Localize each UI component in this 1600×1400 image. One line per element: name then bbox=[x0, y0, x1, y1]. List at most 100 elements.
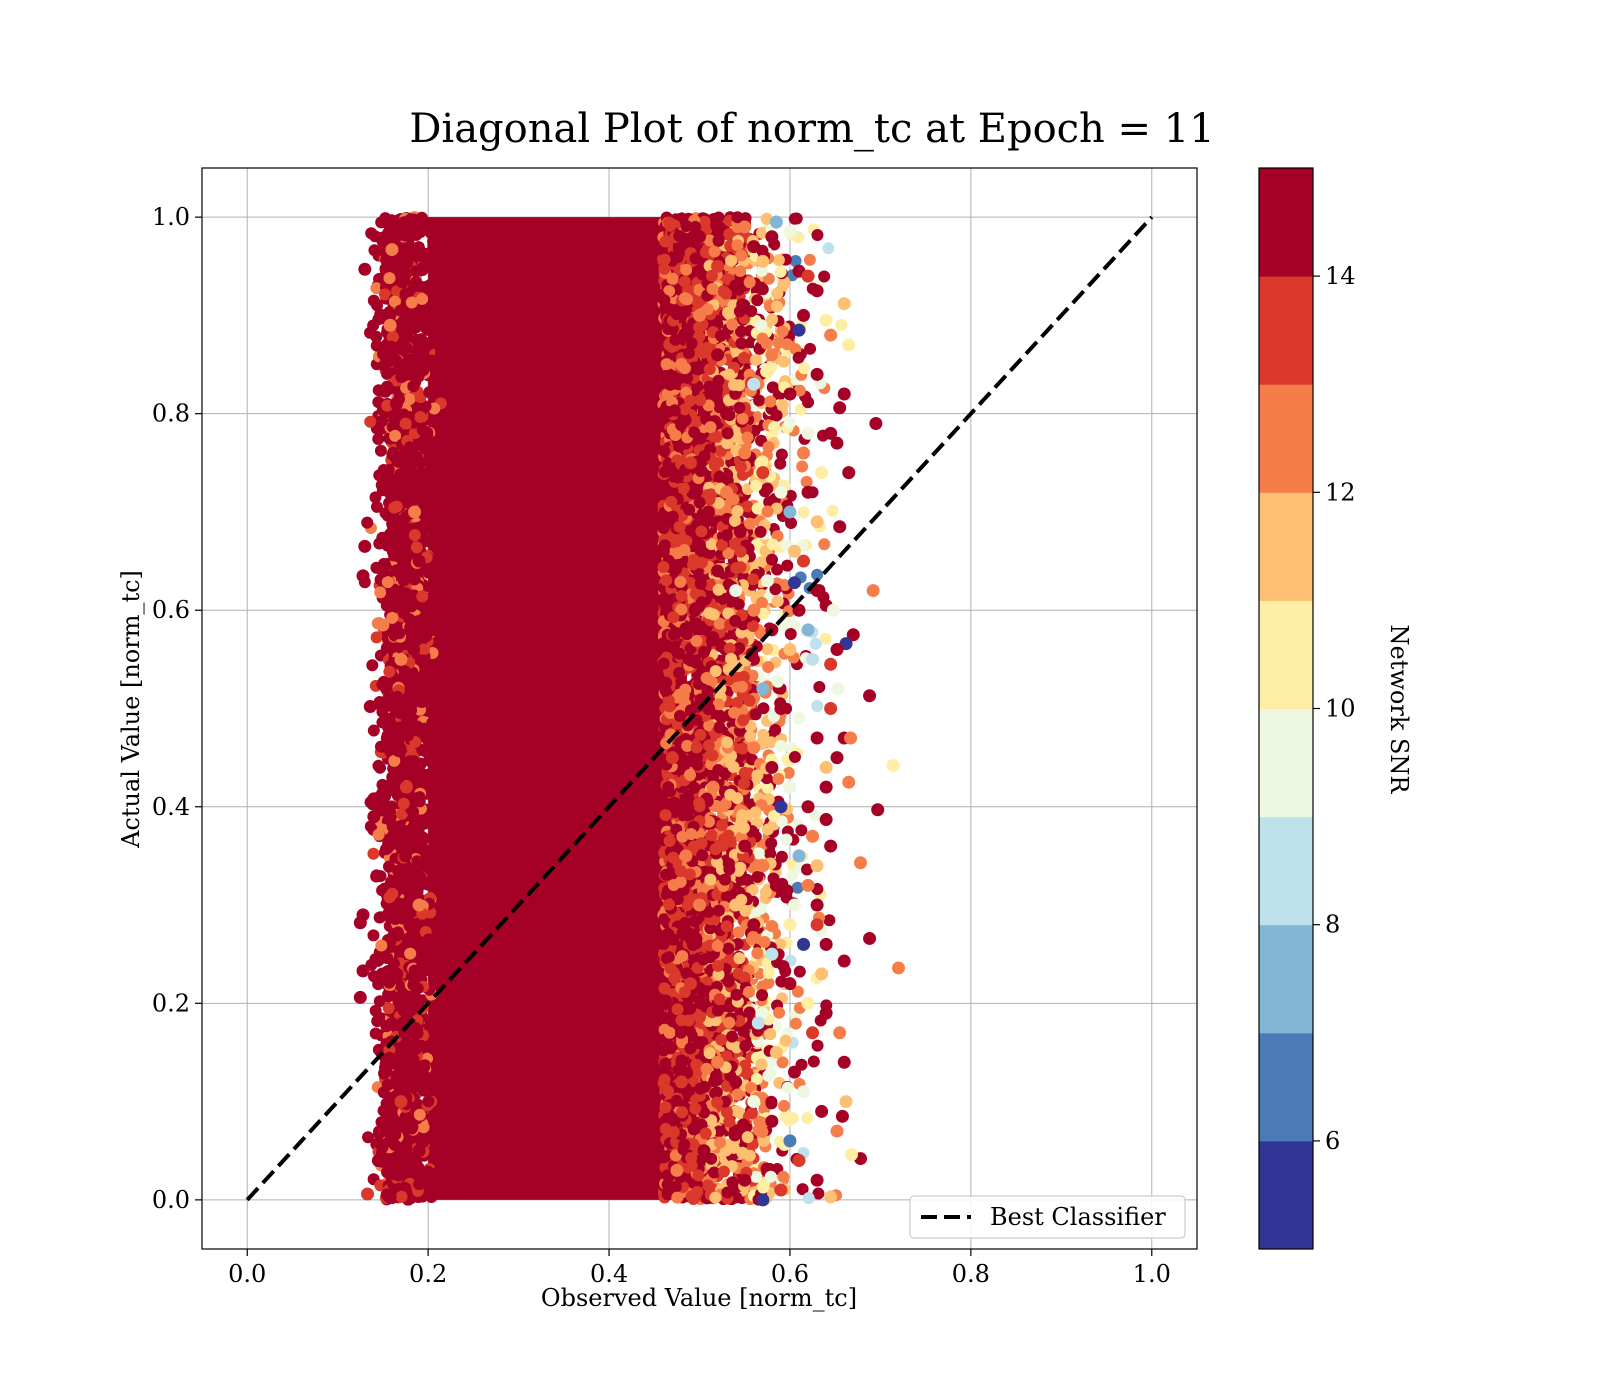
scatter-point bbox=[418, 672, 431, 685]
scatter-point bbox=[367, 847, 380, 860]
scatter-point bbox=[370, 631, 383, 644]
scatter-point bbox=[407, 380, 420, 393]
scatter-point bbox=[416, 590, 429, 603]
scatter-point bbox=[375, 216, 388, 229]
scatter-point bbox=[430, 602, 443, 615]
scatter-point bbox=[425, 1190, 438, 1203]
scatter-point bbox=[416, 687, 429, 700]
scatter-point bbox=[386, 887, 399, 900]
scatter-point bbox=[374, 953, 387, 966]
scatter-point bbox=[376, 565, 389, 578]
scatter-point bbox=[383, 272, 396, 285]
scatter-point bbox=[423, 750, 436, 763]
scatter-point bbox=[399, 417, 412, 430]
scatter-point bbox=[374, 1179, 387, 1192]
scatter-point bbox=[366, 659, 379, 672]
scatter-point bbox=[399, 587, 412, 600]
scatter-point bbox=[386, 905, 399, 918]
scatter-point bbox=[835, 319, 848, 332]
scatter-point bbox=[411, 855, 424, 868]
scatter-point bbox=[367, 929, 380, 942]
scatter-point bbox=[422, 933, 435, 946]
scatter-point bbox=[364, 820, 377, 833]
scatter-points bbox=[353, 211, 905, 1207]
scatter-point bbox=[426, 717, 439, 730]
scatter-point bbox=[383, 665, 396, 678]
chart-title: Diagonal Plot of norm_tc at Epoch = 11 bbox=[409, 106, 1214, 152]
scatter-point bbox=[429, 999, 442, 1012]
scatter-point bbox=[420, 630, 433, 643]
scatter-point bbox=[430, 1059, 443, 1072]
scatter-point bbox=[367, 724, 380, 737]
scatter-point bbox=[380, 1097, 393, 1110]
scatter-point bbox=[420, 535, 433, 548]
scatter-point bbox=[427, 834, 440, 847]
scatter-point bbox=[425, 227, 438, 240]
scatter-point bbox=[375, 700, 388, 713]
scatter-point bbox=[391, 690, 404, 703]
scatter-point bbox=[370, 330, 383, 343]
scatter-point bbox=[427, 1024, 440, 1037]
scatter-point bbox=[375, 939, 388, 952]
scatter-point bbox=[807, 1055, 820, 1068]
scatter-point bbox=[382, 463, 395, 476]
scatter-point bbox=[381, 576, 394, 589]
scatter-point bbox=[414, 1075, 427, 1088]
scatter-point bbox=[361, 516, 374, 529]
scatter-point bbox=[399, 989, 412, 1002]
scatter-point bbox=[397, 520, 410, 533]
scatter-point bbox=[374, 444, 387, 457]
scatter-point bbox=[396, 276, 409, 289]
scatter-point bbox=[373, 911, 386, 924]
scatter-point bbox=[413, 1178, 426, 1191]
scatter-point bbox=[826, 504, 839, 517]
scatter-point bbox=[381, 539, 394, 552]
scatter-point bbox=[417, 875, 430, 888]
scatter-point bbox=[364, 415, 377, 428]
scatter-point bbox=[395, 1190, 408, 1203]
scatter-point bbox=[391, 926, 404, 939]
scatter-point bbox=[390, 1078, 403, 1091]
scatter-point bbox=[405, 632, 418, 645]
scatter-point bbox=[388, 837, 401, 850]
scatter-point bbox=[370, 870, 383, 883]
scatter-point bbox=[374, 586, 387, 599]
scatter-point bbox=[781, 559, 794, 572]
scatter-point bbox=[398, 665, 411, 678]
scatter-point bbox=[399, 367, 412, 380]
scatter-point bbox=[370, 500, 383, 513]
scatter-point bbox=[402, 227, 415, 240]
scatter-point bbox=[429, 701, 442, 714]
scatter-point bbox=[394, 1154, 407, 1167]
scatter-point bbox=[408, 529, 421, 542]
scatter-point bbox=[410, 541, 423, 554]
scatter-point bbox=[408, 479, 421, 492]
scatter-point bbox=[380, 641, 393, 654]
scatter-point bbox=[405, 1122, 418, 1135]
scatter-point bbox=[397, 797, 410, 810]
scatter-point bbox=[795, 824, 808, 837]
scatter-point bbox=[388, 1168, 401, 1181]
scatter-point bbox=[823, 914, 836, 927]
scatter-point bbox=[400, 341, 413, 354]
scatter-point bbox=[774, 457, 787, 470]
scatter-point bbox=[382, 1002, 395, 1015]
scatter-point bbox=[801, 1111, 814, 1124]
scatter-point bbox=[372, 433, 385, 446]
scatter-point bbox=[404, 947, 417, 960]
scatter-point bbox=[426, 620, 439, 633]
scatter-point bbox=[368, 244, 381, 257]
scatter-point bbox=[383, 1051, 396, 1064]
scatter-point bbox=[410, 265, 423, 278]
scatter-point bbox=[431, 362, 444, 375]
scatter-point bbox=[431, 325, 444, 338]
scatter-point bbox=[415, 834, 428, 847]
scatter-point bbox=[386, 1016, 399, 1029]
scatter-point bbox=[405, 296, 418, 309]
scatter-point bbox=[423, 386, 436, 399]
scatter-point bbox=[427, 1035, 440, 1048]
scatter-point bbox=[406, 925, 419, 938]
scatter-point bbox=[404, 441, 417, 454]
scatter-point bbox=[392, 745, 405, 758]
scatter-point bbox=[399, 327, 412, 340]
